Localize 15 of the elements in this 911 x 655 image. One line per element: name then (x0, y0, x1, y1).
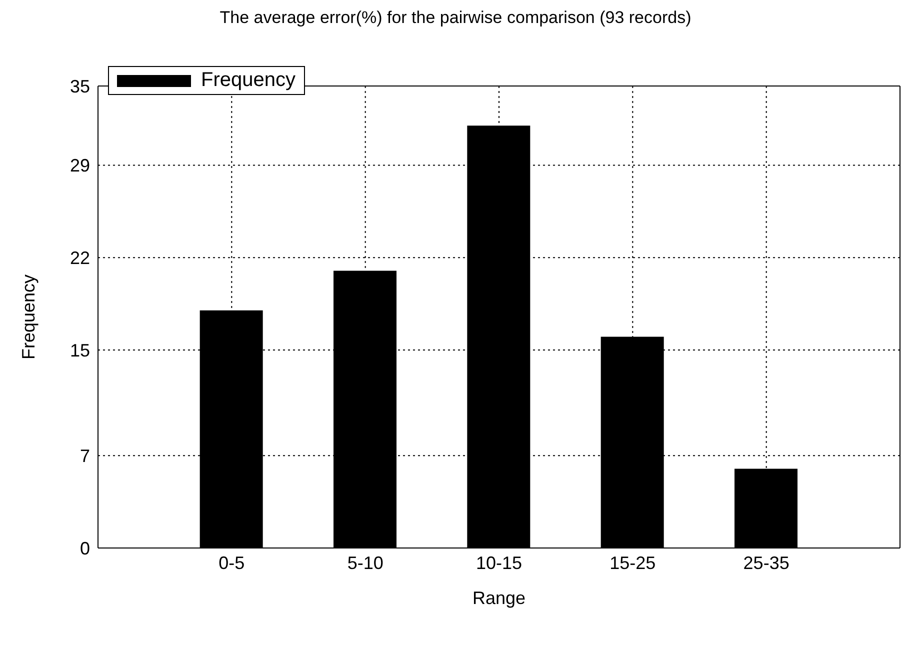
x-tick-label: 0-5 (218, 552, 245, 573)
y-tick-label: 29 (70, 156, 90, 176)
y-axis-title: Frequency (18, 274, 38, 360)
y-tick-label: 15 (70, 340, 90, 360)
y-tick-label: 0 (80, 538, 90, 558)
legend-label: Frequency (201, 69, 296, 92)
y-tick-label: 7 (80, 446, 90, 466)
x-tick-label: 15-25 (610, 552, 656, 573)
x-tick-label: 25-35 (743, 552, 790, 573)
x-tick-label: 5-10 (347, 552, 384, 573)
y-tick-label: 22 (70, 248, 90, 268)
x-tick-label: 10-15 (476, 552, 522, 573)
x-axis-title: Range (472, 588, 526, 608)
chart-title: The average error(%) for the pairwise comparison (93 records) (218, 8, 692, 29)
y-tick-label: 35 (70, 76, 90, 96)
